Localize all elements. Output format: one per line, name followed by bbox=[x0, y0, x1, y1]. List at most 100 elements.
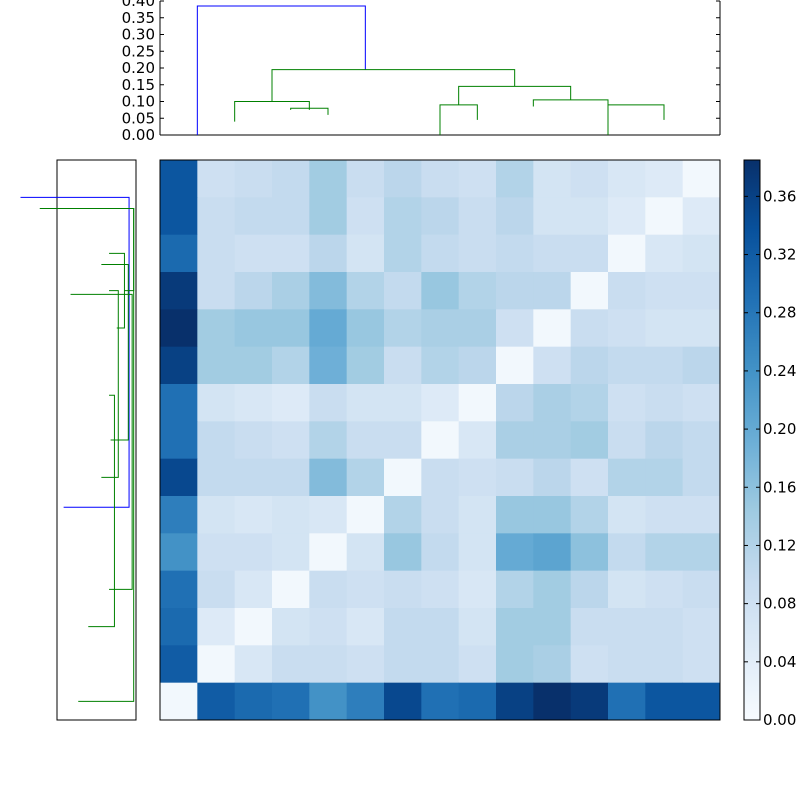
top-dendro-ytick-label: 0.10 bbox=[122, 93, 155, 111]
heatmap-cell bbox=[682, 608, 721, 646]
top-dendro-link bbox=[458, 85, 572, 105]
heatmap-cell bbox=[160, 272, 198, 310]
heatmap-cell bbox=[309, 197, 348, 236]
heatmap-cell bbox=[197, 272, 236, 310]
heatmap-cell bbox=[234, 458, 273, 497]
heatmap-cell bbox=[272, 608, 310, 646]
heatmap-cell bbox=[496, 309, 534, 348]
heatmap-cell bbox=[533, 570, 572, 609]
heatmap-cell bbox=[682, 570, 721, 609]
heatmap-cell bbox=[421, 234, 460, 273]
heatmap-cell bbox=[234, 384, 273, 422]
heatmap-cell bbox=[309, 645, 348, 684]
heatmap-cell bbox=[160, 309, 198, 348]
heatmap-cell bbox=[458, 346, 497, 385]
heatmap-cell bbox=[458, 645, 497, 684]
left-dendro-link bbox=[101, 290, 119, 478]
colorbar: 0.00 0.04 0.08 0.12 0.16 0.20 0.24 0.28 0.32 0.36 bbox=[743, 159, 796, 729]
heatmap-cell bbox=[160, 608, 198, 646]
heatmap-cell bbox=[234, 682, 273, 721]
heatmap-cell bbox=[682, 682, 721, 721]
heatmap-cell bbox=[421, 309, 460, 348]
top-dendro-link bbox=[439, 104, 478, 135]
heatmap-cell bbox=[346, 309, 385, 348]
heatmap-cell bbox=[608, 234, 646, 273]
heatmap-cell bbox=[421, 608, 460, 646]
heatmap-cell bbox=[570, 496, 609, 534]
heatmap-cell bbox=[346, 608, 385, 646]
heatmap-cell bbox=[197, 570, 236, 609]
heatmap-cell bbox=[234, 272, 273, 310]
heatmap-cell bbox=[197, 682, 236, 721]
heatmap-cell bbox=[160, 682, 198, 721]
heatmap-cell bbox=[197, 197, 236, 236]
heatmap-cell bbox=[160, 496, 198, 534]
heatmap-cell bbox=[570, 533, 609, 572]
heatmap-cell bbox=[570, 197, 609, 236]
heatmap-cell bbox=[421, 384, 460, 422]
heatmap-cell bbox=[608, 309, 646, 348]
heatmap-cell bbox=[570, 645, 609, 684]
heatmap-cell bbox=[645, 608, 684, 646]
heatmap-cell bbox=[160, 421, 198, 460]
heatmap-cell bbox=[682, 645, 721, 684]
heatmap-cell bbox=[197, 496, 236, 534]
heatmap-cell bbox=[160, 197, 198, 236]
left-dendro-link bbox=[70, 293, 133, 590]
heatmap-cell bbox=[608, 496, 646, 534]
heatmap-cell bbox=[682, 421, 721, 460]
top-dendro-link bbox=[234, 101, 310, 122]
heatmap-cell bbox=[197, 309, 236, 348]
heatmap-cell bbox=[384, 570, 422, 609]
colorbar-tick-label: 0.16 bbox=[763, 478, 796, 496]
heatmap-cell bbox=[570, 272, 609, 310]
heatmap-cell bbox=[272, 272, 310, 310]
heatmap-cell bbox=[570, 608, 609, 646]
heatmap-cell bbox=[533, 197, 572, 236]
heatmap-cell bbox=[458, 570, 497, 609]
top-dendro-link bbox=[607, 104, 665, 135]
top-dendro-link bbox=[290, 107, 329, 115]
heatmap-cell bbox=[421, 272, 460, 310]
heatmap-cell bbox=[234, 496, 273, 534]
heatmap-cell bbox=[608, 421, 646, 460]
heatmap-cell bbox=[309, 421, 348, 460]
heatmap-cell bbox=[682, 272, 721, 310]
heatmap-cell bbox=[384, 309, 422, 348]
heatmap-cell bbox=[272, 160, 310, 198]
heatmap-cell bbox=[197, 645, 236, 684]
top-dendro-link bbox=[196, 5, 366, 135]
heatmap-cell bbox=[272, 458, 310, 497]
heatmap-cell bbox=[272, 682, 310, 721]
heatmap-cell bbox=[197, 234, 236, 273]
heatmap-cell bbox=[309, 309, 348, 348]
heatmap-cell bbox=[608, 533, 646, 572]
heatmap-cell bbox=[384, 645, 422, 684]
heatmap-cell bbox=[496, 496, 534, 534]
heatmap-cell bbox=[533, 234, 572, 273]
heatmap-cell bbox=[384, 160, 422, 198]
colorbar-tick-label: 0.00 bbox=[763, 711, 796, 729]
heatmap-cell bbox=[533, 682, 572, 721]
heatmap-cell bbox=[682, 384, 721, 422]
heatmap-cell bbox=[645, 272, 684, 310]
heatmap-cell bbox=[421, 197, 460, 236]
heatmap-cell bbox=[346, 645, 385, 684]
heatmap-cell bbox=[197, 608, 236, 646]
heatmap-cell bbox=[421, 570, 460, 609]
left-dendro-link bbox=[88, 394, 115, 628]
heatmap-cell bbox=[346, 458, 385, 497]
heatmap-cell bbox=[160, 458, 198, 497]
heatmap-cell bbox=[346, 682, 385, 721]
heatmap-cell bbox=[533, 458, 572, 497]
heatmap-cell bbox=[421, 533, 460, 572]
heatmap-cell bbox=[608, 197, 646, 236]
heatmap-frame bbox=[159, 159, 721, 721]
heatmap-cell bbox=[570, 384, 609, 422]
heatmap-cell bbox=[496, 234, 534, 273]
heatmap-cell bbox=[458, 384, 497, 422]
heatmap-cell bbox=[608, 160, 646, 198]
heatmap-cell bbox=[682, 346, 721, 385]
